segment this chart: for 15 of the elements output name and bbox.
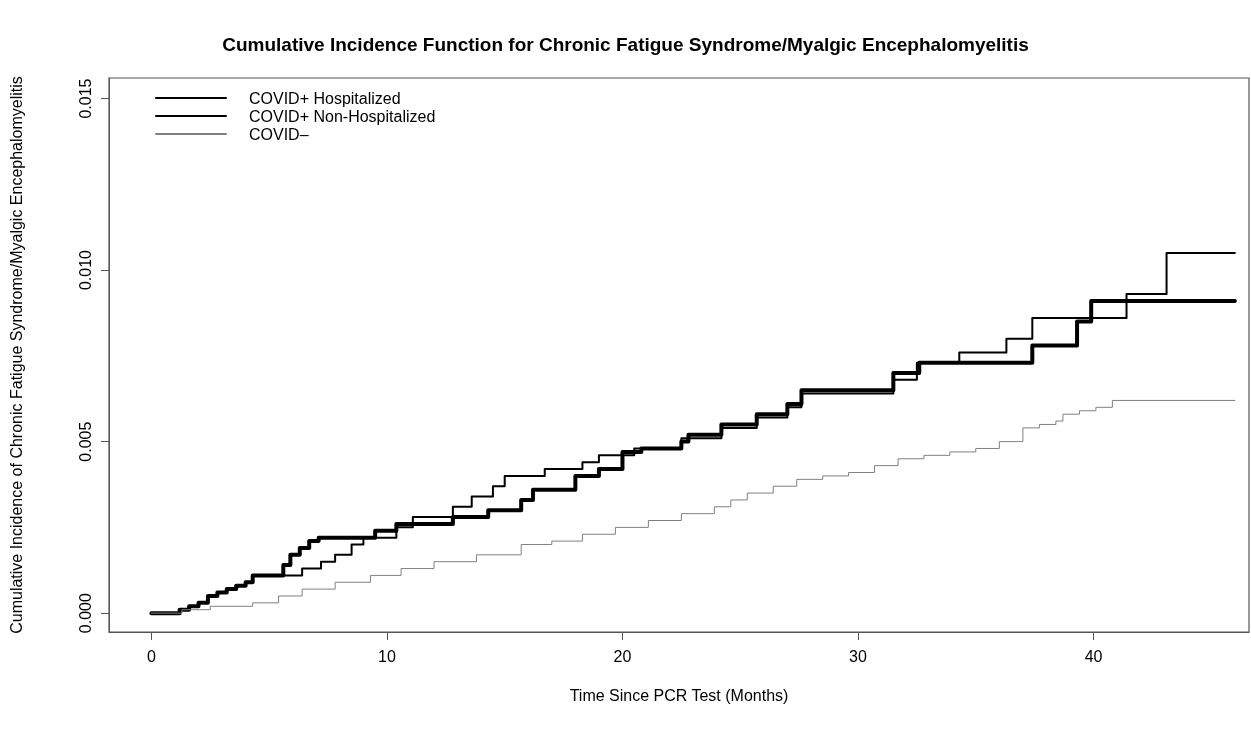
x-tick-label: 0 (146, 647, 156, 665)
y-axis-title: Cumulative Incidence of Chronic Fatigue Syndrome/Myalgic Encephalomyelitis (7, 76, 25, 634)
x-tick-label: 20 (613, 647, 632, 665)
x-tick-label: 10 (378, 647, 396, 665)
x-tick-label: 30 (849, 647, 868, 665)
legend-label: COVID– (249, 125, 309, 143)
legend-label: COVID+ Hospitalized (249, 89, 401, 107)
y-tick-label: 0.010 (76, 249, 94, 291)
chart-title: Cumulative Incidence Function for Chronic Fatigue Syndrome/Myalgic Encephalomyelitis (222, 34, 1029, 55)
x-tick-label: 40 (1084, 647, 1103, 665)
y-tick-label: 0.000 (76, 593, 94, 634)
y-tick-label: 0.005 (76, 421, 94, 462)
x-axis-title: Time Since PCR Test (Months) (569, 686, 789, 704)
legend-label: COVID+ Non-Hospitalized (249, 107, 436, 125)
y-tick-label: 0.015 (76, 78, 94, 119)
